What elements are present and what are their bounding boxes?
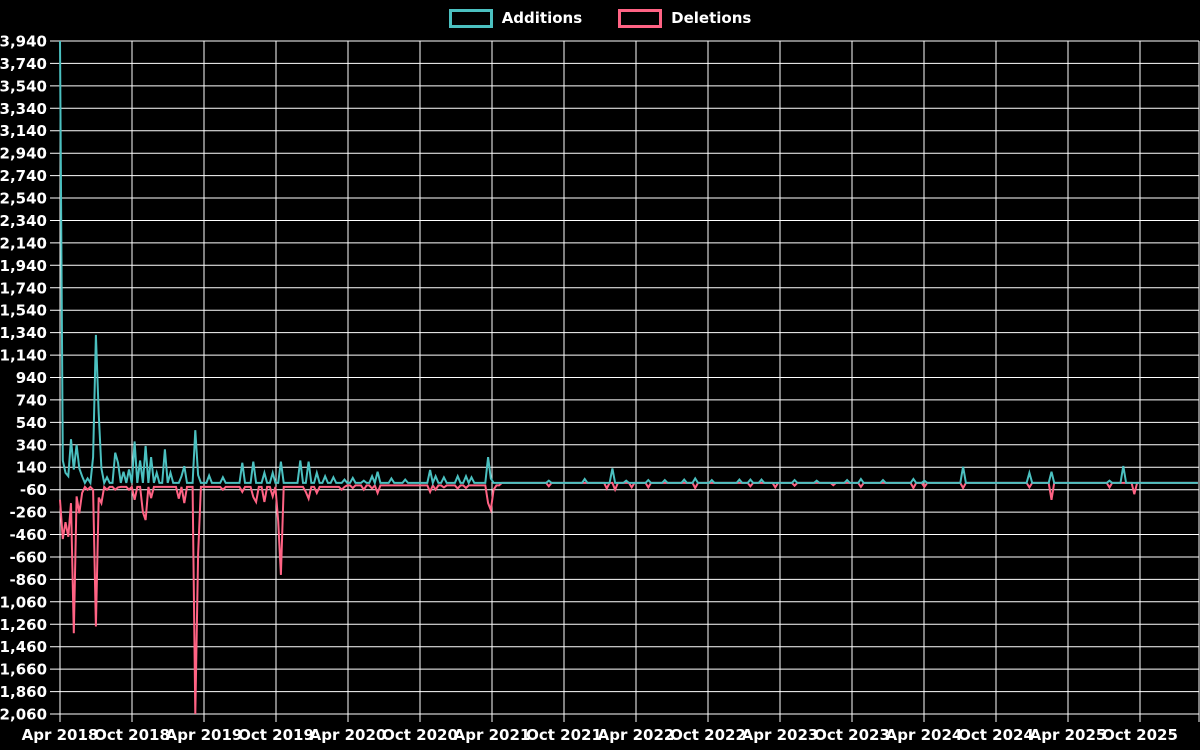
y-tick-label: 3,140 [0, 122, 47, 140]
y-tick-label: 540 [16, 414, 47, 432]
legend-label-additions: Additions [501, 9, 583, 27]
x-tick-label: Apr 2024 [886, 726, 963, 744]
x-tick-label: Apr 2025 [1030, 726, 1107, 744]
y-tick-label: -260 [9, 504, 47, 522]
y-tick-label: -60 [20, 481, 47, 499]
x-tick-label: Apr 2022 [598, 726, 675, 744]
x-tick-label: Apr 2018 [22, 726, 99, 744]
y-tick-label: 1,740 [0, 279, 47, 297]
y-tick-label: 140 [16, 459, 47, 477]
legend-label-deletions: Deletions [671, 9, 752, 27]
y-tick-label: -860 [9, 571, 47, 589]
x-tick-label: Apr 2020 [310, 726, 387, 744]
x-tick-label: Oct 2023 [814, 726, 890, 744]
y-tick-label: 2,540 [0, 190, 47, 208]
legend-item-additions[interactable]: Additions [448, 8, 583, 28]
y-tick-label: -2,060 [0, 706, 47, 724]
legend-swatch-additions [448, 8, 493, 28]
y-tick-label: 2,340 [0, 212, 47, 230]
x-tick-label: Oct 2021 [526, 726, 602, 744]
y-tick-label: 1,540 [0, 302, 47, 320]
y-axis-tick-labels: 3,940 3,740 3,540 3,340 3,140 2,940 2,740 2,540… [0, 33, 47, 724]
y-tick-label: -1,660 [0, 661, 47, 679]
chart-series [59, 40, 1198, 715]
x-tick-label: Oct 2025 [1102, 726, 1178, 744]
y-tick-label: -1,260 [0, 616, 47, 634]
y-tick-label: 1,140 [0, 347, 47, 365]
y-tick-label: 2,140 [0, 234, 47, 252]
x-tick-label: Oct 2018 [94, 726, 170, 744]
y-tick-label: 1,940 [0, 257, 47, 275]
y-tick-label: -660 [9, 549, 47, 567]
y-tick-label: -1,460 [0, 638, 47, 656]
legend-item-deletions[interactable]: Deletions [618, 8, 751, 28]
y-tick-label: 2,740 [0, 167, 47, 185]
y-tick-label: -1,860 [0, 683, 47, 701]
deletions-line [59, 481, 1198, 715]
y-tick-label: 3,540 [0, 77, 47, 95]
y-grid-lines [50, 40, 1199, 715]
x-tick-label: Oct 2024 [958, 726, 1034, 744]
y-tick-label: 740 [16, 391, 47, 409]
legend-swatch-deletions [618, 8, 663, 28]
y-tick-label: -1,060 [0, 593, 47, 611]
additions-line [59, 40, 1198, 487]
y-tick-label: -460 [9, 526, 47, 544]
y-tick-label: 3,940 [0, 33, 47, 51]
y-tick-label: 1,340 [0, 324, 47, 342]
x-tick-label: Oct 2022 [670, 726, 746, 744]
y-tick-label: 3,740 [0, 55, 47, 73]
x-tick-label: Apr 2019 [166, 726, 243, 744]
x-tick-label: Oct 2020 [382, 726, 458, 744]
x-tick-label: Apr 2021 [454, 726, 531, 744]
y-tick-label: 940 [16, 369, 47, 387]
x-grid-lines [59, 41, 1200, 722]
y-tick-label: 340 [16, 436, 47, 454]
x-tick-label: Oct 2019 [238, 726, 314, 744]
chart-legend: Additions Deletions [0, 8, 1200, 28]
x-tick-label: Apr 2023 [742, 726, 819, 744]
y-tick-label: 2,940 [0, 145, 47, 163]
y-tick-label: 3,340 [0, 100, 47, 118]
